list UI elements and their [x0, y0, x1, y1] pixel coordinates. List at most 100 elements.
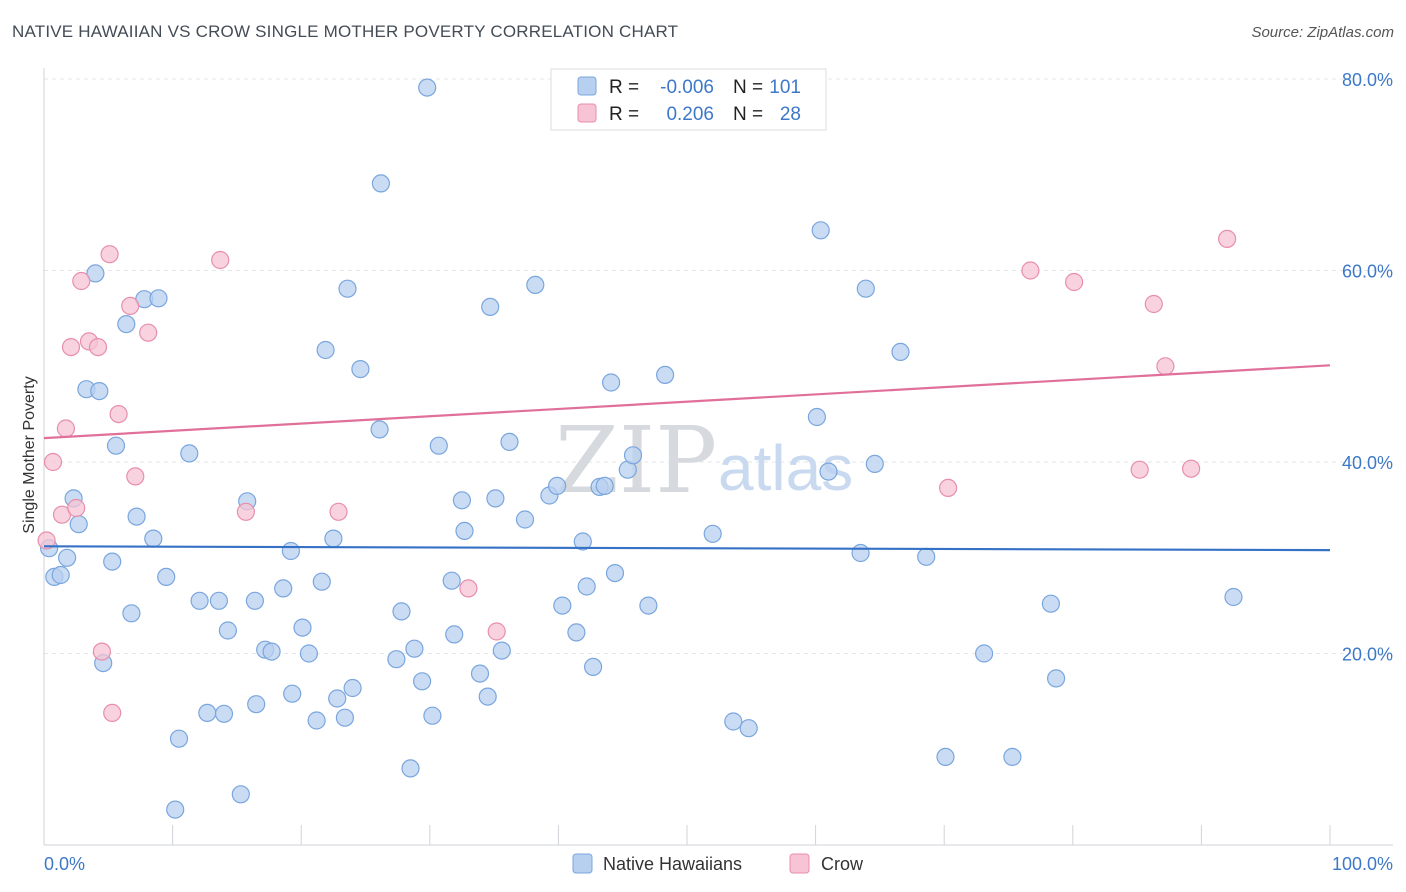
native-hawaiians-point — [500, 432, 519, 451]
native-hawaiians-point — [856, 279, 875, 298]
legend-label-native-hawaiians: Native Hawaiians — [603, 854, 742, 874]
native-hawaiians-point — [515, 510, 535, 529]
crow-point — [329, 502, 348, 521]
legend-box — [550, 68, 827, 131]
series-crow-points — [37, 229, 1237, 723]
native-hawaiians-point — [307, 711, 326, 730]
native-hawaiians-point — [245, 591, 264, 610]
correlation-legend: R = -0.006 N = 101 R = 0.206 N = 28 — [550, 68, 827, 131]
crow-point — [61, 338, 81, 357]
legend-r-value: -0.006 — [660, 77, 714, 98]
native-hawaiians-point — [69, 515, 88, 534]
native-hawaiians-point — [418, 78, 437, 97]
crow-point — [100, 245, 119, 264]
native-hawaiians-point — [405, 639, 424, 658]
native-hawaiians-point — [567, 623, 586, 642]
native-hawaiians-point — [655, 365, 675, 384]
crow-point — [1156, 357, 1175, 376]
chart-source: Source: ZipAtlas.com — [1251, 24, 1394, 41]
native-hawaiians-point — [262, 642, 281, 661]
native-hawaiians-point — [623, 446, 643, 465]
native-hawaiians-point — [481, 297, 500, 316]
native-hawaiians-point — [86, 264, 105, 283]
crow-point — [1181, 459, 1201, 478]
native-hawaiians-point — [157, 567, 176, 587]
native-hawaiians-point — [492, 641, 511, 660]
native-hawaiians-point — [117, 315, 136, 334]
native-hawaiians-point — [807, 407, 827, 427]
legend-n-value: 101 — [769, 77, 801, 98]
crow-point — [121, 296, 140, 315]
watermark: ZIP atlas — [555, 407, 853, 514]
legend-n-label: N = — [733, 104, 763, 125]
crow-point — [236, 502, 255, 521]
crow-point — [1130, 460, 1149, 479]
crow-point — [126, 467, 145, 486]
native-hawaiians-point — [452, 491, 471, 510]
native-hawaiians-point — [281, 541, 300, 561]
native-hawaiians-point — [312, 572, 331, 591]
native-hawaiians-point — [595, 476, 614, 495]
crow-point — [67, 498, 86, 518]
native-hawaiians-point — [917, 547, 936, 566]
crow-point — [1217, 229, 1237, 248]
native-hawaiians-point — [209, 591, 228, 610]
native-hawaiians-point — [583, 657, 603, 677]
native-hawaiians-point — [214, 704, 234, 723]
native-hawaiians-point — [106, 436, 126, 455]
native-hawaiians-point — [605, 563, 625, 583]
native-hawaiians-point — [703, 524, 722, 543]
native-hawaiians-point — [1003, 747, 1022, 767]
native-hawaiians-point — [865, 454, 884, 473]
native-hawaiians-point — [370, 420, 389, 439]
native-hawaiians-point — [974, 644, 994, 663]
crow-point — [1021, 261, 1040, 280]
legend-swatch-native-hawaiians — [572, 853, 593, 874]
native-hawaiians-point — [218, 621, 237, 640]
trend-lines — [43, 364, 1331, 552]
native-hawaiians-point — [166, 800, 185, 819]
native-hawaiians-point — [936, 747, 955, 767]
native-hawaiians-point — [819, 462, 838, 481]
native-hawaiians-point — [149, 289, 168, 308]
trend-line-crow — [43, 364, 1331, 440]
native-hawaiians-point — [739, 719, 758, 738]
y-tick-label: 80.0% — [1342, 70, 1393, 90]
native-hawaiians-point — [470, 664, 490, 683]
native-hawaiians-point — [553, 596, 572, 615]
native-hawaiians-point — [891, 342, 910, 361]
crow-point — [43, 452, 63, 472]
native-hawaiians-point — [577, 577, 596, 596]
crow-point — [37, 531, 56, 550]
y-tick-label: 60.0% — [1342, 262, 1393, 282]
native-hawaiians-point — [1041, 594, 1061, 613]
native-hawaiians-point — [724, 712, 743, 731]
native-hawaiians-point — [103, 552, 122, 571]
native-hawaiians-point — [335, 708, 354, 727]
series-native-hawaiians-points — [39, 78, 1243, 819]
native-hawaiians-point — [371, 174, 390, 193]
native-hawaiians-point — [169, 729, 189, 748]
native-hawaiians-point — [486, 489, 505, 508]
native-hawaiians-point — [1224, 587, 1243, 607]
grid-lines — [44, 78, 1393, 654]
native-hawaiians-point — [639, 596, 658, 615]
native-hawaiians-point — [338, 279, 357, 298]
native-hawaiians-point — [343, 678, 362, 698]
legend-swatch-crow — [789, 853, 810, 874]
native-hawaiians-point — [180, 444, 199, 463]
crow-point — [88, 338, 108, 357]
native-hawaiians-point — [351, 360, 370, 379]
series-legend: Native Hawaiians Crow — [572, 853, 864, 874]
native-hawaiians-point — [547, 476, 567, 495]
native-hawaiians-point — [573, 532, 592, 551]
legend-label-crow: Crow — [821, 854, 864, 874]
crow-point — [72, 271, 91, 291]
native-hawaiians-point — [57, 548, 77, 567]
native-hawaiians-point — [324, 529, 343, 548]
legend-n-value: 28 — [780, 104, 801, 125]
native-hawaiians-point — [51, 565, 70, 585]
native-hawaiians-point — [851, 543, 870, 563]
legend-r-label: R = — [609, 104, 639, 125]
